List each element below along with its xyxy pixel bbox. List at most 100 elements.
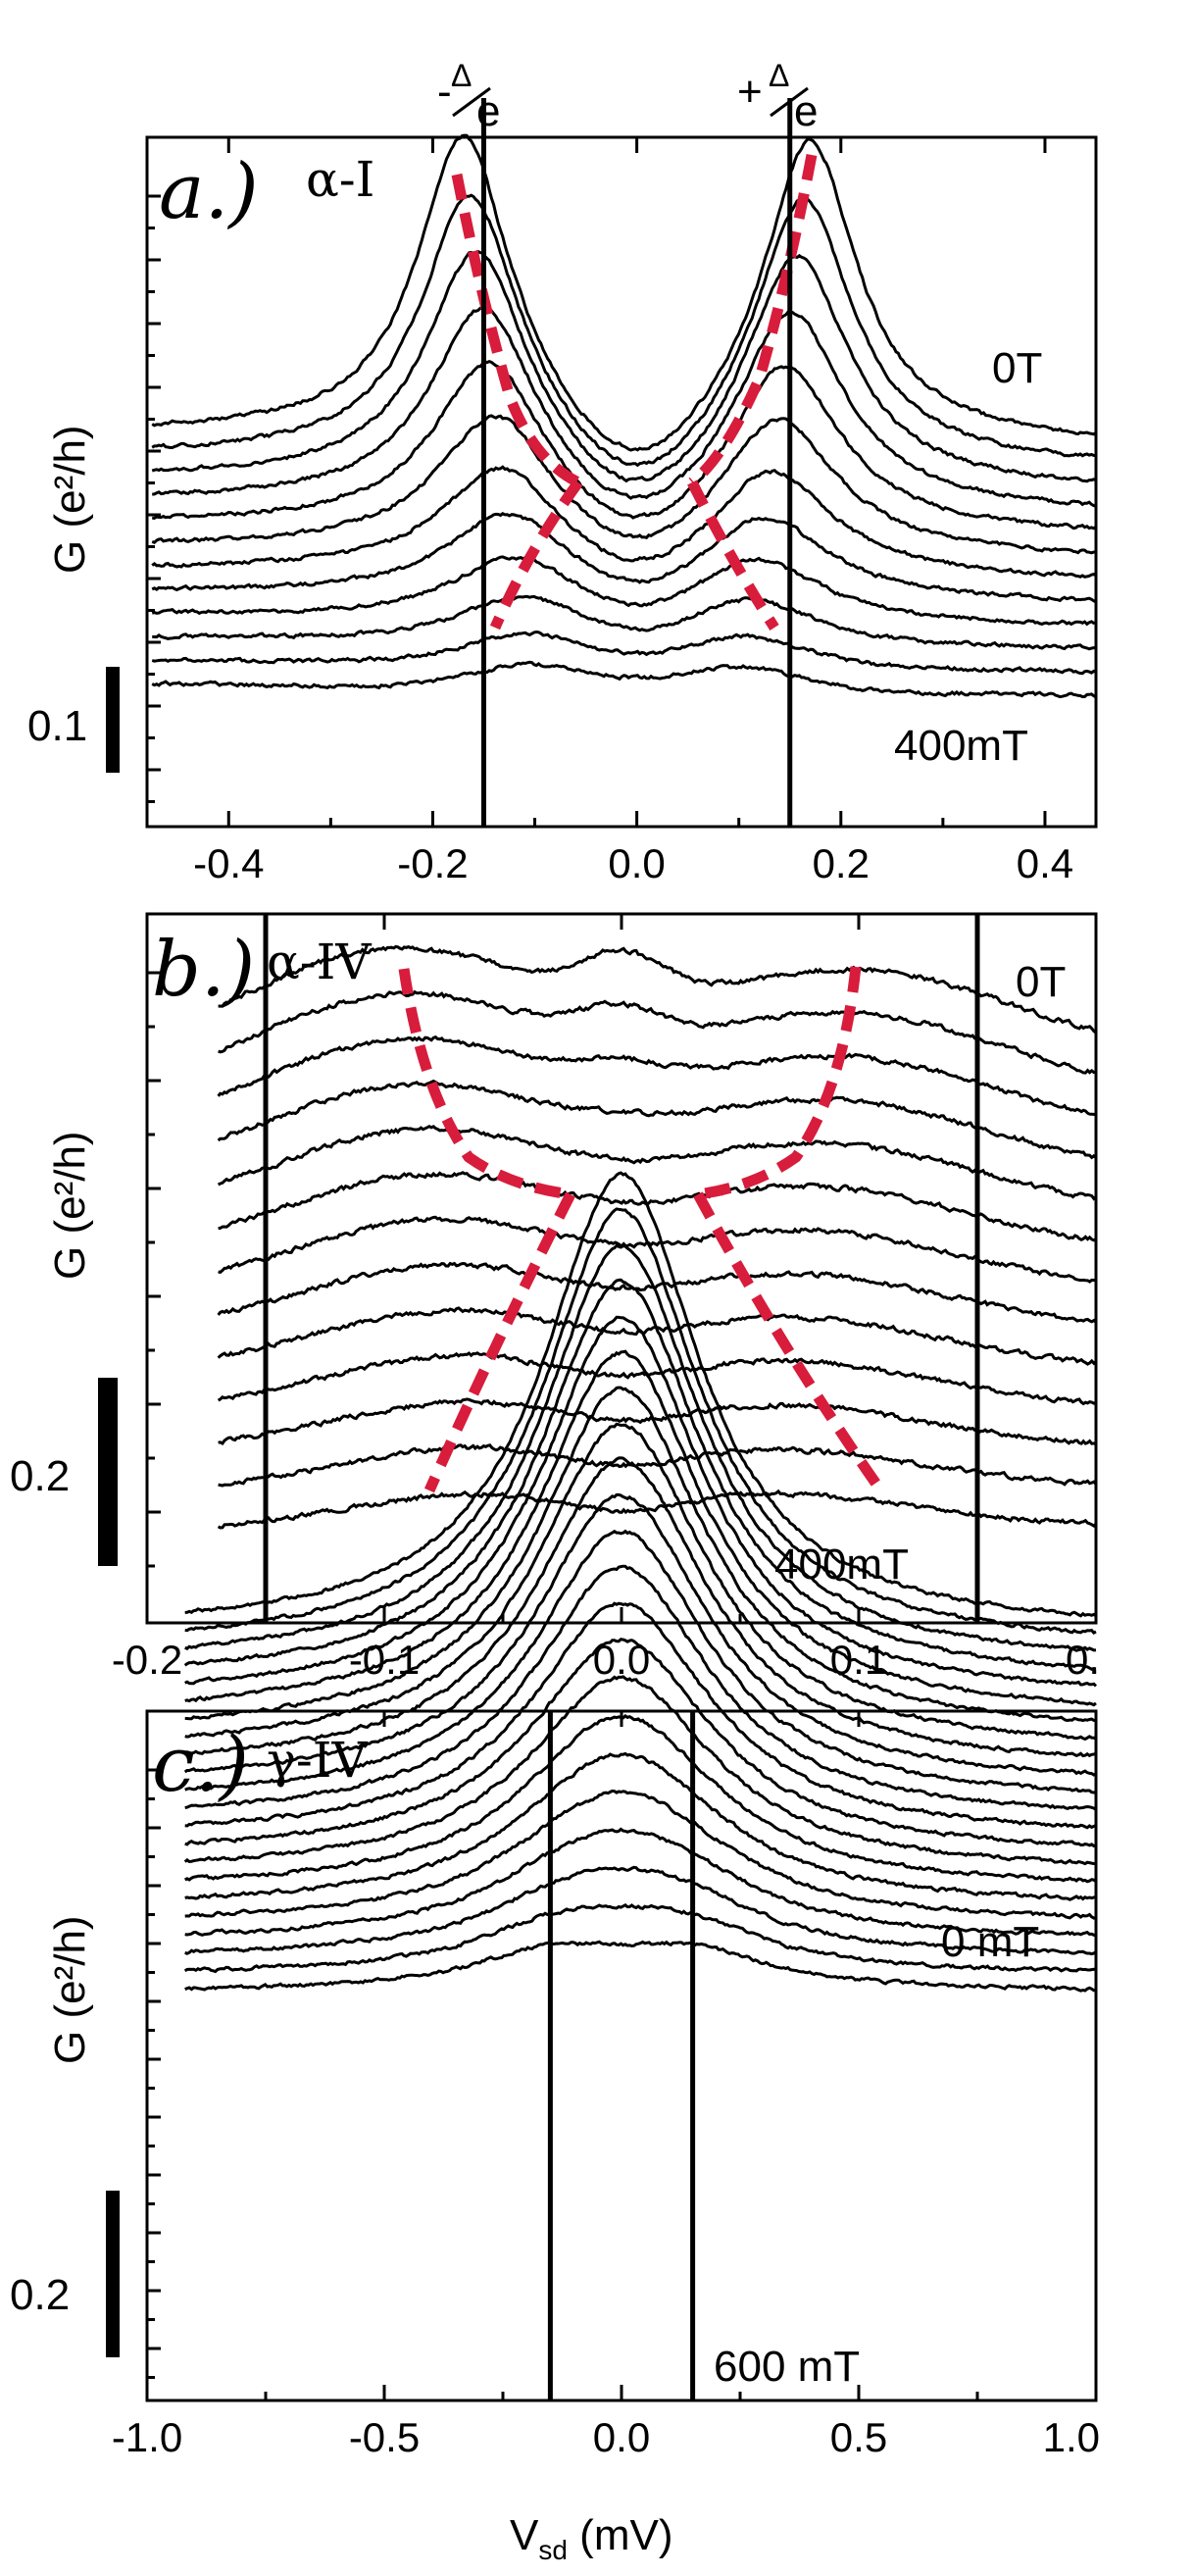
panel-c-bottom-field: 600 mT xyxy=(714,2343,860,2391)
panel-a-traces xyxy=(151,133,1097,699)
trace-a-5 xyxy=(152,359,1097,530)
panel-c-sample: γ-IV xyxy=(267,1732,369,1789)
panel-c-x-tick-labels: -1.0 -0.5 0.0 0.5 1.0 xyxy=(112,2414,1100,2460)
trace-a-7 xyxy=(151,465,1097,579)
panel-a-x-ticks xyxy=(226,137,1047,827)
trace-c-16 xyxy=(183,1713,1097,1884)
trace-b-2 xyxy=(218,989,1097,1075)
x-tick-label: 0. xyxy=(1066,1637,1100,1683)
panel-c-y-ticks xyxy=(147,1768,161,2379)
panel-a-bottom-field: 400mT xyxy=(894,722,1028,770)
panel-c-gap-lines xyxy=(547,1711,696,2400)
trace-c-15 xyxy=(183,1675,1097,1866)
trace-a-9 xyxy=(151,555,1097,627)
guide-a-3 xyxy=(489,479,583,631)
panel-b-x-tick-labels: -0.2 -0.1 0.0 0.1 0. xyxy=(112,1637,1100,1683)
guide-b-1 xyxy=(398,968,572,1200)
panel-b: -0.2 -0.1 0.0 0.1 0. b.) α-IV G (e²/h) 0.2 0… xyxy=(10,912,1100,1683)
trace-c-13 xyxy=(184,1601,1097,1830)
x-tick-label: -1.0 xyxy=(112,2414,182,2460)
panel-c-scale-bar xyxy=(106,2191,120,2357)
x-title-unit: (mV) xyxy=(568,2511,673,2559)
trace-c-10 xyxy=(183,1492,1097,1777)
trace-c-19 xyxy=(184,1827,1097,1938)
guide-a-2 xyxy=(688,153,818,487)
trace-a-2 xyxy=(151,193,1097,468)
plus-gap-prefix: + xyxy=(737,68,763,116)
x-tick-label: 0.4 xyxy=(1017,840,1073,886)
trace-b-3 xyxy=(217,1035,1097,1117)
trace-c-2 xyxy=(184,1207,1097,1635)
trace-a-1 xyxy=(151,133,1097,452)
x-tick-label: 0.0 xyxy=(593,2414,650,2460)
panel-a-y-ticks xyxy=(147,194,161,803)
trace-b-5 xyxy=(217,1125,1098,1201)
trace-a-10 xyxy=(152,594,1097,651)
plus-gap-slash xyxy=(770,86,809,118)
trace-a-8 xyxy=(151,512,1097,604)
panel-b-scale-label: 0.2 xyxy=(10,1452,70,1500)
trace-a-6 xyxy=(151,414,1097,555)
panel-b-y-title: G (e²/h) xyxy=(46,1131,94,1280)
guide-b-2 xyxy=(697,966,862,1200)
panel-b-top-field: 0T xyxy=(1016,958,1066,1006)
panel-b-guides xyxy=(398,966,887,1496)
x-tick-label: -0.2 xyxy=(397,840,468,886)
trace-b-6 xyxy=(218,1171,1097,1242)
trace-b-9 xyxy=(217,1306,1098,1366)
trace-c-6 xyxy=(184,1349,1097,1707)
trace-b-10 xyxy=(217,1351,1097,1406)
trace-a-11 xyxy=(151,630,1097,676)
x-tick-label: 0.2 xyxy=(813,840,870,886)
trace-b-7 xyxy=(218,1215,1097,1284)
plus-gap-denominator: e xyxy=(794,87,818,135)
panel-b-traces xyxy=(217,944,1098,1530)
minus-gap-prefix: - xyxy=(437,68,452,116)
trace-b-11 xyxy=(218,1397,1097,1445)
guide-b-4 xyxy=(693,1191,887,1496)
trace-c-18 xyxy=(184,1789,1097,1920)
trace-c-5 xyxy=(184,1315,1098,1688)
panel-b-scale-bar xyxy=(98,1378,118,1566)
trace-b-12 xyxy=(218,1443,1098,1488)
minus-gap-slash xyxy=(452,86,491,118)
trace-c-20 xyxy=(184,1865,1097,1956)
plus-gap-numerator: Δ xyxy=(769,58,789,93)
x-tick-label: -0.5 xyxy=(349,2414,420,2460)
minus-gap-label: - Δ e xyxy=(437,58,500,135)
trace-c-21 xyxy=(183,1903,1097,1974)
panel-a-guides xyxy=(451,153,818,631)
x-tick-label: 1.0 xyxy=(1043,2414,1100,2460)
panel-a-gap-lines xyxy=(480,98,793,827)
trace-c-12 xyxy=(184,1564,1097,1811)
panel-a-x-tick-labels: -0.4 -0.2 0.0 0.2 0.4 xyxy=(193,840,1073,886)
x-title-v: V xyxy=(510,2511,539,2559)
x-tick-label: -0.2 xyxy=(112,1637,182,1683)
panel-a-top-field: 0T xyxy=(992,344,1042,392)
panel-b-label: b.) xyxy=(152,926,255,1014)
panel-a: -0.4 -0.2 0.0 0.2 0.4 a.) α-I G (e²/h) 0.1 0… xyxy=(27,58,1098,886)
trace-c-1 xyxy=(184,1171,1097,1618)
x-title-subscript: sd xyxy=(538,2535,568,2565)
x-tick-label: 0.5 xyxy=(830,2414,887,2460)
panel-b-gap-lines xyxy=(263,914,980,1623)
trace-b-1 xyxy=(218,944,1097,1035)
panel-b-y-ticks xyxy=(147,971,161,1568)
trace-c-8 xyxy=(184,1422,1097,1742)
trace-a-12 xyxy=(151,660,1097,699)
trace-c-9 xyxy=(183,1456,1097,1758)
panel-c-y-title: G (e²/h) xyxy=(46,1915,94,2064)
trace-c-4 xyxy=(183,1278,1097,1671)
panel-c-x-ticks xyxy=(145,1711,1098,2400)
panel-a-scale-bar xyxy=(106,667,120,773)
trace-c-3 xyxy=(184,1243,1097,1652)
guide-a-1 xyxy=(451,173,581,487)
panel-a-sample: α-I xyxy=(306,151,374,208)
minus-gap-numerator: Δ xyxy=(451,58,472,93)
trace-a-3 xyxy=(151,249,1097,483)
trace-b-4 xyxy=(217,1079,1097,1160)
guide-a-4 xyxy=(687,480,779,631)
trace-c-17 xyxy=(184,1751,1097,1901)
x-tick-label: 0.0 xyxy=(608,840,665,886)
